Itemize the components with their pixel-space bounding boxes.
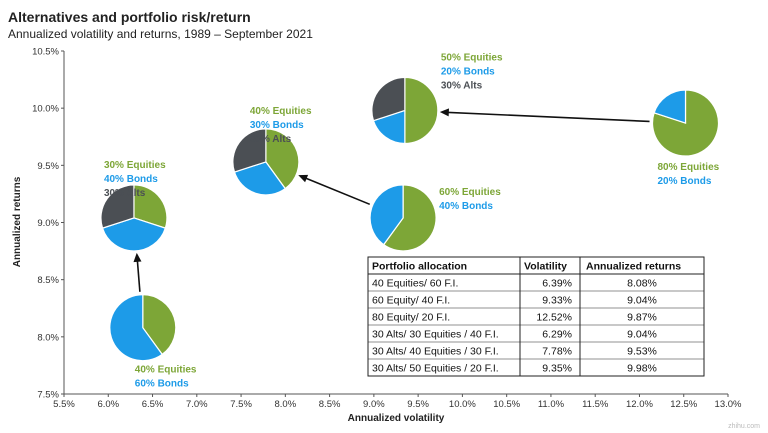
pie-slice-alts — [232, 128, 267, 173]
x-tick-label: 7.0% — [186, 399, 208, 410]
y-axis-label: Annualized returns — [12, 176, 23, 267]
arrow-line — [136, 258, 141, 292]
pie-label-equities: 50% Equities — [441, 52, 503, 63]
pie-label-equities: 40% Equities — [135, 365, 197, 376]
pie-slice-equities — [142, 294, 177, 356]
x-tick-label: 6.5% — [142, 399, 164, 410]
pie-label-equities: 80% Equities — [658, 162, 720, 173]
pie-label-alts: 30% Alts — [104, 188, 146, 199]
y-tick-label: 7.5% — [37, 390, 59, 401]
arrows-layer — [133, 108, 650, 292]
table-cell: 30 Alts/ 50 Equities / 20 F.I. — [372, 363, 499, 375]
x-tick-label: 7.5% — [230, 399, 252, 410]
x-tick-label: 8.5% — [319, 399, 341, 410]
pie-slice-bonds — [653, 89, 687, 124]
table-border — [367, 256, 705, 377]
pie-chart: 30% Equities 40% Bonds 30% Alts — [100, 160, 168, 252]
y-tick-label: 10.0% — [32, 104, 59, 115]
pie-slice-bonds — [233, 161, 287, 196]
x-axis-label: Annualized volatility — [348, 413, 445, 424]
table-cell: 12.52% — [536, 312, 572, 324]
table-header-cell: Volatility — [524, 261, 567, 273]
pie-slice-bonds — [369, 184, 404, 246]
pie-slice-equities — [265, 128, 300, 190]
table-cell: 6.39% — [542, 278, 572, 290]
arrow-head — [298, 174, 309, 183]
pie-slice-equities — [133, 184, 168, 229]
table-cell: 80 Equity/ 20 F.I. — [372, 312, 450, 324]
x-tick-label: 13.0% — [715, 399, 742, 410]
x-tick-label: 10.5% — [493, 399, 520, 410]
x-tick-label: 12.5% — [670, 399, 697, 410]
pie-slice-alts — [100, 184, 135, 229]
pie-label-alts: 30% Alts — [250, 134, 292, 145]
table-cell: 60 Equity/ 40 F.I. — [372, 295, 450, 307]
x-tick-label: 10.0% — [449, 399, 476, 410]
arrow-line — [445, 111, 650, 123]
pie-label-bonds: 20% Bonds — [658, 176, 712, 187]
table-cell: 9.98% — [627, 363, 657, 375]
table-cell: 30 Alts/ 30 Equities / 40 F.I. — [372, 329, 499, 341]
arrow-head — [133, 252, 142, 263]
table-cell: 9.87% — [627, 312, 657, 324]
pie-label-alts: 30% Alts — [441, 80, 483, 91]
table-header-cell: Annualized returns — [586, 261, 681, 273]
table-cell: 7.78% — [542, 346, 572, 358]
y-tick-label: 10.5% — [32, 47, 59, 58]
table-cell: 9.35% — [542, 363, 572, 375]
pie-slice-bonds — [101, 217, 167, 252]
chart-title: Alternatives and portfolio risk/return — [8, 9, 251, 25]
table-cell: 6.29% — [542, 329, 572, 341]
pie-chart: 60% Equities 40% Bonds — [369, 184, 501, 252]
pie-label-equities: 60% Equities — [439, 187, 501, 198]
table-cell: 9.04% — [627, 295, 657, 307]
arrow-line — [303, 176, 371, 206]
pie-label-bonds: 60% Bonds — [135, 379, 189, 390]
pie-label-bonds: 40% Bonds — [104, 174, 158, 185]
pie-label-bonds: 40% Bonds — [439, 201, 493, 212]
x-tick-label: 5.5% — [53, 399, 75, 410]
pie-label-equities: 40% Equities — [250, 106, 312, 117]
pie-label-bonds: 30% Bonds — [250, 120, 304, 131]
table-cell: 40 Equities/ 60 F.I. — [372, 278, 458, 290]
x-tick-label: 9.0% — [363, 399, 385, 410]
y-tick-label: 9.0% — [37, 218, 59, 229]
y-tick-label: 8.5% — [37, 275, 59, 286]
pie-chart: 50% Equities 20% Bonds 30% Alts — [371, 52, 503, 145]
table-header-cell: Portfolio allocation — [372, 261, 467, 273]
table-cell: 9.53% — [627, 346, 657, 358]
x-tick-label: 8.0% — [275, 399, 297, 410]
pie-chart: 80% Equities 20% Bonds — [651, 89, 720, 187]
x-tick-label: 9.5% — [407, 399, 429, 410]
watermark-text: zhihu.com — [728, 423, 760, 430]
arrow-head — [439, 108, 449, 117]
y-tick-label: 9.5% — [37, 161, 59, 172]
x-tick-label: 11.5% — [582, 399, 609, 410]
pie-label-equities: 30% Equities — [104, 160, 166, 171]
allocation-table: Portfolio allocation Volatility Annualized… — [367, 256, 705, 377]
pie-chart: 40% Equities 30% Bonds 30% Alts — [232, 106, 312, 196]
table-cell: 9.04% — [627, 329, 657, 341]
pie-slice-equities — [404, 76, 439, 145]
pie-slice-equities — [382, 184, 437, 252]
plot-axes: 5.5% 6.0% 6.5% 7.0% 7.5% 8.0% 8.5% 9.0% 9.5% 10.0… — [32, 47, 742, 411]
pie-slice-alts — [371, 76, 406, 122]
x-tick-label: 11.0% — [538, 399, 565, 410]
y-tick-label: 8.0% — [37, 332, 59, 343]
x-tick-label: 12.0% — [626, 399, 653, 410]
pie-chart: 40% Equities 60% Bonds — [109, 294, 197, 390]
x-tick-label: 6.0% — [97, 399, 119, 410]
chart-subtitle: Annualized volatility and returns, 1989 … — [8, 27, 313, 41]
table-cell: 9.33% — [542, 295, 572, 307]
pie-slice-bonds — [109, 294, 164, 362]
table-cell: 8.08% — [627, 278, 657, 290]
table-cell: 30 Alts/ 40 Equities / 30 F.I. — [372, 346, 499, 358]
pie-label-bonds: 20% Bonds — [441, 66, 495, 77]
